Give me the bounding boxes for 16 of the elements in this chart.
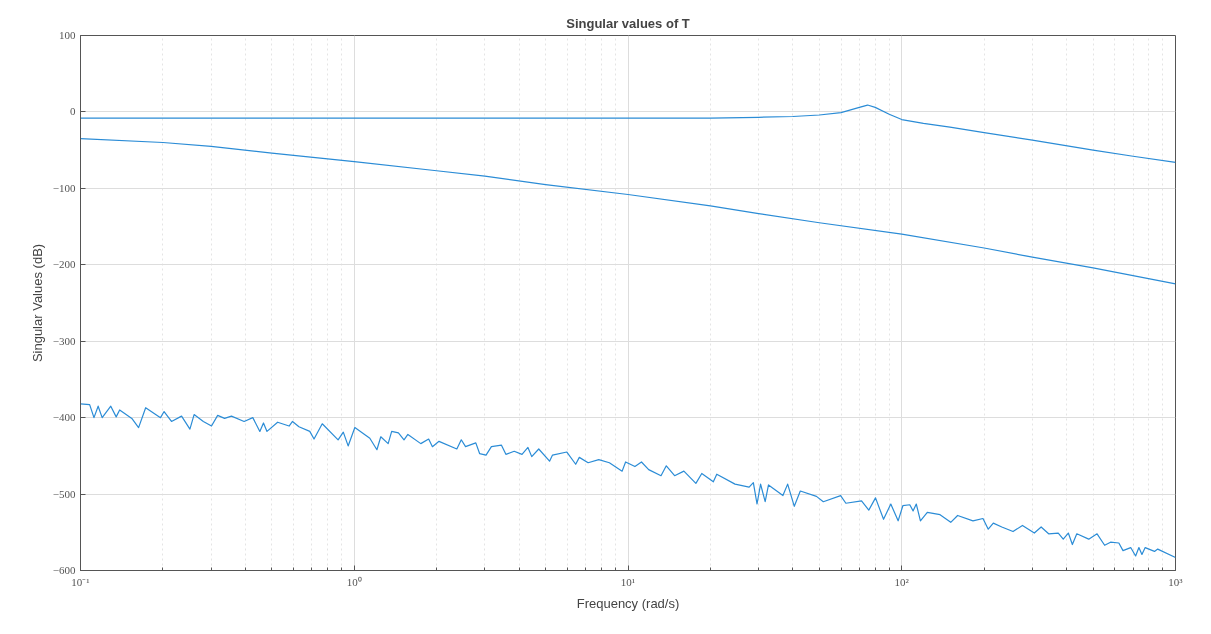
x-tick-label: 10² bbox=[894, 575, 910, 588]
y-tick-label: −400 bbox=[52, 411, 76, 424]
x-axis-title: Frequency (rad/s) bbox=[576, 595, 680, 611]
x-tick-label: 10¹ bbox=[620, 575, 636, 588]
y-tick-label: −200 bbox=[52, 258, 76, 271]
y-axis-title: Singular Values (dB) bbox=[29, 243, 45, 363]
y-tick-label: −300 bbox=[52, 334, 76, 347]
y-tick-label: 0 bbox=[70, 105, 76, 118]
y-tick-label: −600 bbox=[52, 564, 76, 576]
x-tick-label: 10³ bbox=[1168, 575, 1184, 588]
y-tick-label: −500 bbox=[52, 487, 76, 500]
x-tick-label: 10⁰ bbox=[346, 575, 362, 588]
chart-title: Singular values of T bbox=[566, 15, 690, 31]
y-tick-label: 100 bbox=[59, 29, 76, 41]
y-tick-label: −100 bbox=[52, 181, 76, 194]
x-tick-label: 10⁻¹ bbox=[71, 575, 90, 588]
